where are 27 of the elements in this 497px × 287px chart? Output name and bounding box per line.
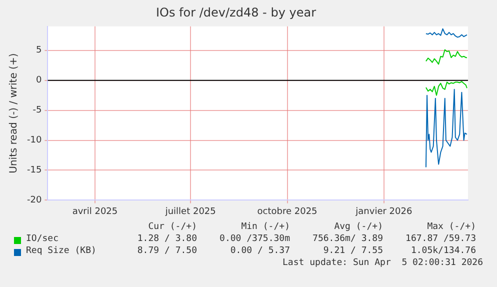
text: 0.00 / 5.37: [230, 246, 290, 256]
text: 0.00 /375.30m: [220, 234, 290, 244]
text: Max (-/+): [427, 222, 476, 232]
chart-title: IOs for /dev/zd48 - by year: [156, 5, 316, 20]
y-axis-title: Units read (-) / write (+): [8, 53, 20, 174]
y-tick-label: -5: [32, 106, 42, 116]
x-tick-label: avril 2025: [72, 206, 118, 217]
x-tick-label: janvier 2026: [354, 206, 412, 217]
text: 1.28 / 3.80: [137, 234, 197, 244]
text: Last update: Sun Apr 5 02:00:31 2026: [282, 258, 483, 268]
text: 9.21 / 7.55: [323, 246, 383, 256]
text: Avg (-/+): [334, 222, 383, 232]
text: 756.36m/ 3.89: [312, 234, 383, 244]
x-tick-label: juillet 2025: [164, 206, 216, 217]
y-tick-label: -10: [26, 136, 42, 146]
y-tick-label: 5: [36, 46, 42, 56]
y-tick-label: -15: [26, 166, 42, 176]
legend-label: IO/sec: [26, 234, 59, 244]
y-tick-label: 0: [36, 76, 42, 86]
text: Cur (-/+): [148, 222, 197, 232]
text: 167.87 /59.73: [406, 234, 476, 244]
legend-label: Req Size (KB): [26, 246, 96, 256]
text: 8.79 / 7.50: [137, 246, 197, 256]
x-tick-label: octobre 2025: [257, 206, 318, 217]
text: Min (-/+): [241, 222, 290, 232]
text: 1.05k/134.76: [410, 246, 476, 256]
y-tick-label: -20: [26, 196, 42, 206]
